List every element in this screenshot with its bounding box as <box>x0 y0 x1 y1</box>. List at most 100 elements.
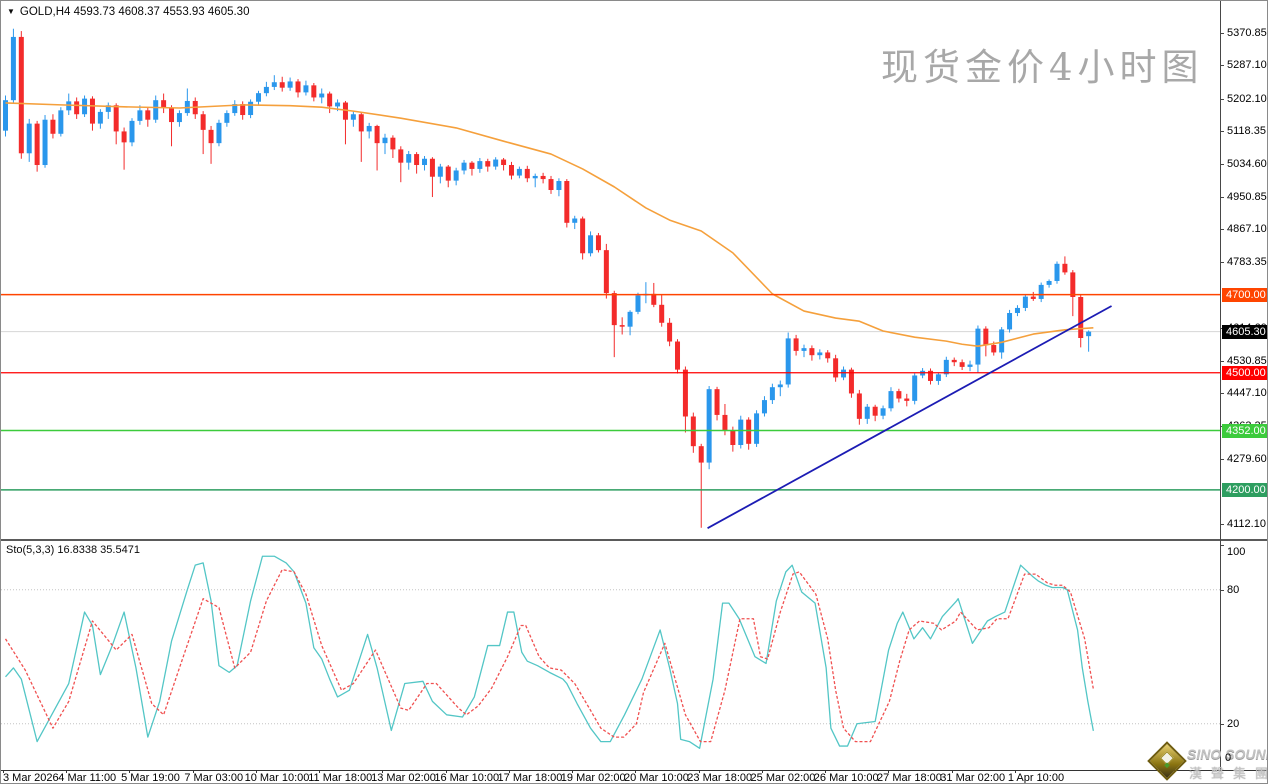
candle-body <box>10 36 16 101</box>
candle-body <box>833 358 839 378</box>
stochastic-indicator-label: Sto(5,3,3) 16.8338 35.5471 <box>6 544 140 556</box>
candle-body <box>461 162 467 171</box>
candle-body <box>983 328 989 346</box>
price-badge: 4200.00 <box>1222 482 1267 497</box>
candle-body <box>659 304 665 323</box>
candle-body <box>1054 263 1060 281</box>
candle-body <box>97 111 103 124</box>
candle-body <box>872 406 878 416</box>
candle-body <box>627 311 633 327</box>
time-axis-tick <box>635 770 637 773</box>
candle-body <box>635 295 641 312</box>
candle-body <box>611 293 617 326</box>
price-axis-tick <box>1220 262 1224 264</box>
candle-body <box>1062 263 1068 273</box>
candle-body <box>34 123 40 166</box>
time-axis-tick <box>129 770 131 773</box>
time-axis-label: 7 Mar 03:00 <box>184 772 244 784</box>
candle-body <box>761 400 767 414</box>
time-axis-tick <box>1014 770 1016 773</box>
candle-body <box>690 416 696 447</box>
stochastic-axis-label: 80 <box>1227 583 1240 596</box>
price-axis-label: 5118.35 <box>1227 125 1266 138</box>
candle-body <box>817 352 823 356</box>
ascending-trendline <box>707 305 1112 529</box>
candle-body <box>311 85 317 98</box>
candle-body <box>524 168 530 179</box>
broker-logo-name: SINO SOUND <box>1187 746 1268 762</box>
candle-body <box>453 170 459 181</box>
price-badge: 4352.00 <box>1222 423 1267 438</box>
candle-body <box>113 105 119 132</box>
candle-body <box>935 374 941 381</box>
price-axis-label: 4279.60 <box>1227 452 1267 465</box>
candle-body <box>469 162 475 169</box>
stochastic-zero-label: 0 <box>1225 752 1232 764</box>
candle-body <box>145 110 151 120</box>
candle-body <box>999 329 1005 353</box>
candle-body <box>943 359 949 375</box>
candle-body <box>508 165 514 176</box>
symbol-ohlc-readout: ▼ GOLD,H4 4593.73 4608.37 4553.93 4605.30 <box>7 6 249 18</box>
price-axis-tick <box>1220 98 1224 100</box>
time-axis-label: 4 Mar 11:00 <box>58 772 117 784</box>
stochastic-panel-canvas[interactable] <box>1 541 1221 770</box>
broker-logo-diamond-icon <box>1147 741 1187 781</box>
candle-body <box>374 125 380 144</box>
candle-body <box>572 218 578 223</box>
candle-body <box>445 166 451 181</box>
candle-body <box>390 137 396 150</box>
candle-body <box>580 218 586 254</box>
time-axis-tick <box>445 770 447 773</box>
candle-body <box>848 369 854 394</box>
time-axis-label: 31 Mar 02:00 <box>940 772 1006 784</box>
candle-body <box>698 446 704 463</box>
candle-body <box>263 86 269 94</box>
candle-body <box>1007 313 1013 330</box>
price-axis-label: 4447.10 <box>1227 387 1267 400</box>
price-axis-label: 4867.10 <box>1227 223 1267 236</box>
candle-body <box>327 93 333 107</box>
time-axis-tick <box>761 770 763 773</box>
time-axis-label: 23 Mar 18:00 <box>687 772 753 784</box>
stochastic-d-signal-line <box>4 568 1095 743</box>
time-axis-label: 19 Mar 02:00 <box>560 772 626 784</box>
candle-body <box>825 352 831 359</box>
candle-body <box>619 325 625 327</box>
stochastic-k-line <box>5 555 1095 749</box>
candle-body <box>912 375 918 401</box>
panel-separator[interactable] <box>1 539 1267 541</box>
candle-body <box>667 322 673 342</box>
candle-body <box>295 81 301 93</box>
candle-body <box>801 348 807 351</box>
time-axis-label: 1 Apr 10:00 <box>1007 772 1065 784</box>
symbol-dropdown-icon[interactable]: ▼ <box>7 7 15 16</box>
candle-body <box>556 181 562 191</box>
price-axis-tick <box>1220 32 1224 34</box>
time-axis-label: 13 Mar 02:00 <box>371 772 436 784</box>
stochastic-axis-label: 20 <box>1227 717 1240 730</box>
candle-body <box>216 122 222 144</box>
candle-body <box>738 419 744 445</box>
broker-logo-cjk: 漢聲集團 <box>1189 766 1267 781</box>
candle-body <box>991 345 997 353</box>
price-chart-canvas[interactable] <box>1 1 1221 540</box>
candle-body <box>1038 284 1044 299</box>
price-axis-tick <box>1220 458 1224 460</box>
candle-body <box>437 166 443 177</box>
candle-body <box>1078 296 1084 339</box>
time-axis-label: 16 Mar 10:00 <box>434 772 500 784</box>
price-axis-tick <box>1220 360 1224 362</box>
candle-body <box>856 393 862 419</box>
time-axis-tick <box>66 770 68 773</box>
price-axis-tick <box>1220 196 1224 198</box>
time-axis-tick <box>888 770 890 773</box>
price-axis-label: 4112.10 <box>1227 518 1266 531</box>
candle-body <box>74 101 80 115</box>
price-badge: 4500.00 <box>1222 365 1267 380</box>
candle-body <box>588 235 594 254</box>
candle-body <box>200 114 206 130</box>
time-axis-tick <box>698 770 700 773</box>
candle-body <box>89 98 95 124</box>
time-axis-tick <box>951 770 953 773</box>
